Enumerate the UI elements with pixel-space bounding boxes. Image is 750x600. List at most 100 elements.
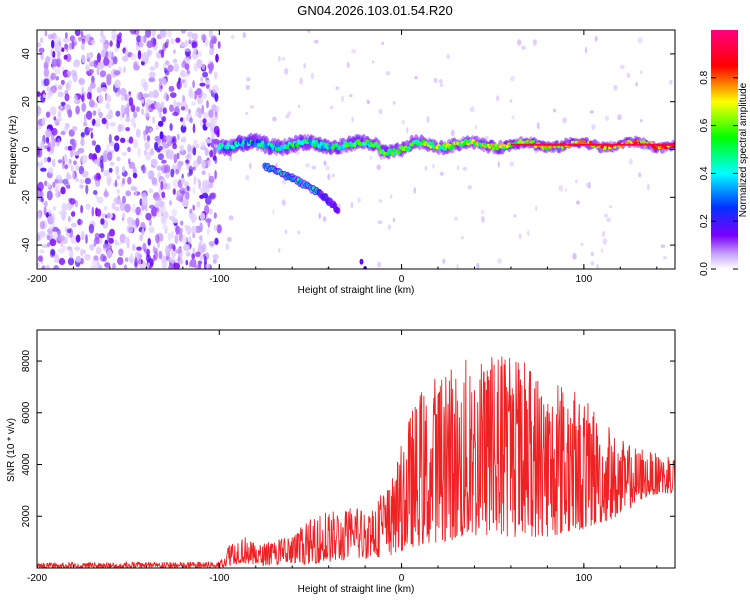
noise-blob [201, 243, 207, 252]
colorbar-tick-label: 0.8 [699, 70, 710, 84]
noise-blob [120, 88, 127, 96]
noise-blob [121, 95, 125, 101]
speckle [558, 185, 564, 192]
noise-blob [67, 216, 71, 222]
noise-blob [217, 41, 221, 49]
x-tick-label: 100 [576, 573, 593, 584]
speckle [287, 111, 292, 117]
noise-blob [37, 255, 43, 262]
line-peak [591, 143, 595, 146]
noise-blob [120, 104, 125, 114]
noise-blob [172, 58, 178, 64]
line-peak [567, 143, 570, 146]
noise-blob [37, 181, 44, 192]
speckle [518, 233, 522, 240]
noise-blob [62, 37, 70, 43]
speckle [297, 104, 301, 109]
speckle [299, 77, 303, 85]
noise-blob [185, 251, 191, 257]
noise-blob [49, 90, 54, 97]
noise-blob [161, 116, 166, 122]
noise-blob [100, 218, 105, 225]
noise-blob [145, 212, 152, 221]
noise-blob [196, 143, 200, 149]
speckle [639, 119, 643, 123]
speckle [377, 220, 383, 224]
noise-blob [107, 151, 113, 161]
speckle [510, 76, 515, 82]
noise-blob [128, 226, 134, 234]
noise-blob [90, 265, 97, 269]
noise-blob [64, 103, 71, 111]
snr-axes: -200 -100 0 100 2000 4000 6000 8000 [21, 330, 675, 584]
noise-blob [192, 204, 196, 211]
noise-blob [94, 232, 100, 240]
speckle [401, 119, 405, 125]
line-peak [594, 143, 597, 146]
line-peak [622, 143, 625, 146]
line-peak [532, 143, 535, 146]
noise-blob [162, 107, 167, 115]
noise-blob [156, 210, 163, 218]
noise-blob [160, 49, 165, 58]
noise-blob [205, 159, 213, 164]
noise-blob [154, 141, 159, 151]
colorbar-tick-label: 0.2 [699, 214, 710, 228]
speckle [619, 65, 625, 69]
line-core [421, 139, 426, 144]
noise-blob [152, 38, 157, 46]
noise-blob [92, 190, 98, 195]
line-core [311, 139, 316, 144]
line-peak [587, 143, 590, 146]
branch-halo [335, 207, 341, 215]
noise-blob [149, 71, 156, 79]
line-peak [633, 143, 636, 146]
noise-blob [212, 258, 217, 264]
noise-blob [139, 234, 144, 242]
noise-blob [143, 35, 147, 43]
noise-blob [171, 218, 179, 224]
line-core [582, 140, 586, 144]
noise-blob [51, 213, 56, 222]
noise-blob [181, 177, 184, 185]
noise-blob [150, 158, 158, 167]
noise-blob [130, 117, 136, 126]
speckle [272, 208, 275, 215]
noise-blob [51, 58, 59, 67]
noise-blob [44, 56, 51, 65]
speckle [628, 158, 633, 166]
line-core [334, 143, 339, 147]
noise-blob [96, 52, 101, 63]
noise-blob [83, 113, 87, 124]
noise-blob [157, 120, 164, 127]
speckle [335, 86, 340, 90]
noise-blob [50, 49, 53, 56]
noise-blob [101, 213, 106, 218]
line-core [578, 139, 583, 143]
noise-blob [57, 111, 62, 118]
noise-blob [170, 168, 175, 178]
noise-blob [192, 32, 198, 41]
noise-blob [84, 253, 91, 261]
noise-blob [56, 118, 61, 124]
noise-blob [127, 146, 131, 153]
speckle [249, 162, 252, 170]
noise-blob [114, 179, 118, 188]
noise-blob [75, 177, 79, 182]
spectrogram-ylabel: Frequency (Hz) [8, 116, 19, 185]
noise-blob [146, 50, 151, 58]
noise-blob [195, 111, 199, 117]
noise-blob [200, 141, 206, 149]
noise-blob [205, 122, 212, 128]
noise-blob [147, 238, 151, 246]
snr-frame [36, 329, 676, 569]
noise-blob [180, 144, 185, 152]
noise-blob [100, 30, 104, 38]
noise-blob [142, 93, 150, 98]
line-core [385, 152, 390, 156]
line-peak [646, 143, 649, 146]
noise-blob [85, 234, 88, 244]
noise-blob [39, 160, 44, 166]
noise-blob [70, 235, 78, 244]
noise-blob [100, 49, 106, 58]
